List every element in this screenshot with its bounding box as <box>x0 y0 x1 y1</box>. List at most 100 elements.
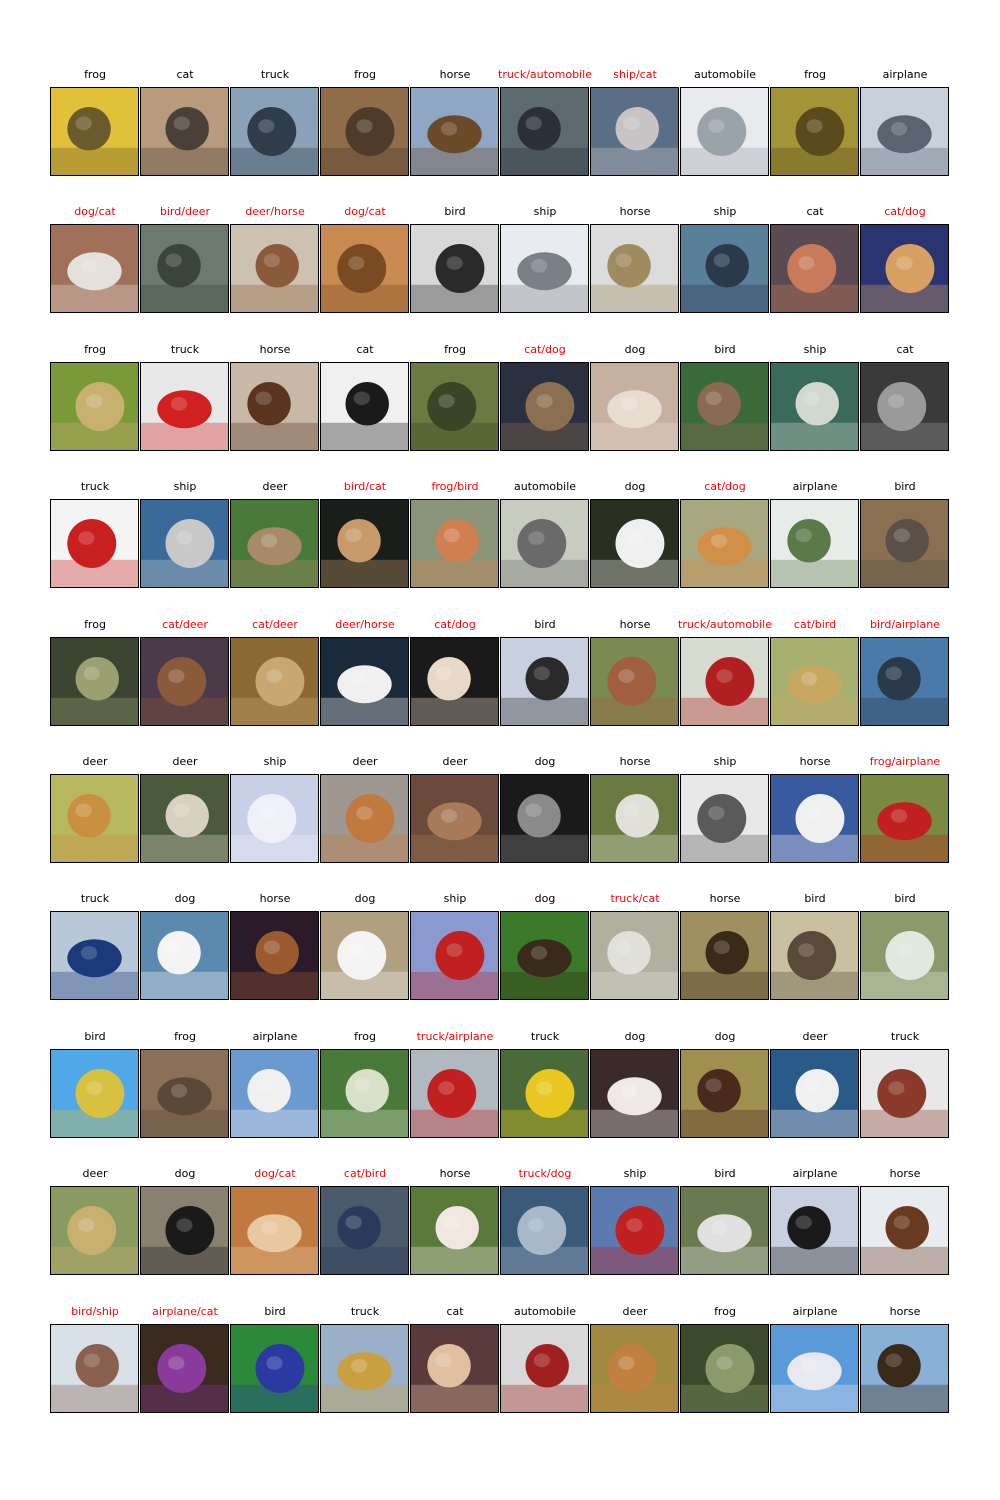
thumbnail-subject <box>795 794 845 843</box>
thumbnail-subject <box>525 657 569 701</box>
mismatch-label: bird/deer <box>159 205 211 218</box>
sample-image <box>770 774 859 863</box>
thumbnail-highlight <box>705 1078 722 1093</box>
sample-image <box>590 774 679 863</box>
sample-cell: deer <box>590 1305 680 1415</box>
thumbnail-ground <box>51 834 138 862</box>
sample-image <box>140 87 229 176</box>
thumbnail-highlight <box>528 1218 545 1232</box>
sample-image <box>140 224 229 313</box>
sample-cell: frog <box>770 68 860 178</box>
thumbnail-subject <box>337 931 387 980</box>
thumbnail-subject <box>877 1069 927 1118</box>
sample-image <box>50 499 139 588</box>
thumbnail-ground <box>861 1246 948 1274</box>
sample-cell: bird <box>50 1030 140 1140</box>
thumbnail-highlight <box>530 258 548 273</box>
thumbnail-graphic <box>141 1050 228 1137</box>
sample-image <box>320 637 409 726</box>
sample-image <box>410 1186 499 1275</box>
thumbnail-highlight <box>446 256 463 270</box>
thumbnail-highlight <box>806 119 823 133</box>
thumbnail-highlight <box>888 1081 905 1095</box>
thumbnail-graphic <box>591 638 678 725</box>
sample-image <box>410 362 499 451</box>
thumbnail-highlight <box>356 119 373 133</box>
sample-cell: truck <box>140 343 230 453</box>
thumbnail-ground <box>231 971 318 999</box>
thumbnail-subject <box>607 1077 662 1116</box>
thumbnail-subject <box>247 1069 291 1113</box>
sample-cell: truck <box>50 480 140 590</box>
class-label: dog <box>174 892 196 905</box>
thumbnail-subject <box>255 244 299 288</box>
sample-image <box>590 1186 679 1275</box>
thumbnail-graphic <box>771 500 858 587</box>
thumbnail-highlight <box>176 1218 193 1232</box>
sample-image <box>140 1186 229 1275</box>
sample-cell: frog <box>50 618 140 728</box>
class-label: truck <box>80 892 110 905</box>
mismatch-label: deer/horse <box>335 618 395 631</box>
class-label: frog <box>444 343 466 356</box>
sample-image <box>500 774 589 863</box>
class-label: truck <box>350 1305 380 1318</box>
thumbnail-ground <box>861 697 948 725</box>
sample-image <box>500 1324 589 1413</box>
sample-cell: cat/dog <box>680 480 770 590</box>
thumbnail-subject <box>615 519 665 568</box>
thumbnail-graphic <box>771 225 858 312</box>
thumbnail-graphic <box>321 1325 408 1412</box>
thumbnail-highlight <box>78 531 95 545</box>
class-label: bird <box>264 1305 286 1318</box>
thumbnail-graphic <box>591 363 678 450</box>
thumbnail-subject <box>877 382 927 431</box>
thumbnail-subject <box>345 794 395 843</box>
thumbnail-subject <box>165 1206 215 1255</box>
thumbnail-ground <box>51 147 138 175</box>
thumbnail-subject <box>607 931 651 975</box>
sample-cell: dog <box>590 343 680 453</box>
class-label: horse <box>709 892 741 905</box>
thumbnail-graphic <box>681 1325 768 1412</box>
thumbnail-highlight <box>618 669 635 683</box>
sample-image <box>410 1049 499 1138</box>
thumbnail-graphic <box>681 638 768 725</box>
sample-image <box>320 911 409 1000</box>
thumbnail-graphic <box>411 912 498 999</box>
sample-image <box>230 1186 319 1275</box>
mismatch-label: cat/bird <box>343 1167 387 1180</box>
thumbnail-subject <box>877 1344 921 1388</box>
class-label: airplane <box>792 1305 838 1318</box>
sample-image <box>500 224 589 313</box>
sample-cell: horse <box>410 1167 500 1277</box>
thumbnail-subject <box>427 382 477 431</box>
sample-image <box>770 224 859 313</box>
thumbnail-highlight <box>170 1083 188 1098</box>
thumbnail-subject <box>525 1344 569 1388</box>
thumbnail-highlight <box>258 806 275 820</box>
thumbnail-graphic <box>141 912 228 999</box>
sample-image <box>230 499 319 588</box>
sample-cell: truck <box>50 892 140 1002</box>
thumbnail-subject <box>247 107 297 156</box>
sample-cell: truck/automobile <box>678 618 772 728</box>
thumbnail-subject <box>517 939 572 978</box>
sample-cell: cat/bird <box>320 1167 410 1277</box>
class-label: ship <box>713 205 737 218</box>
thumbnail-ground <box>51 1384 138 1412</box>
thumbnail-subject <box>427 115 482 154</box>
thumbnail-highlight <box>885 666 902 681</box>
thumbnail-graphic <box>771 912 858 999</box>
mismatch-label: dog/cat <box>254 1167 296 1180</box>
sample-image <box>410 1324 499 1413</box>
thumbnail-highlight <box>623 803 640 818</box>
thumbnail-subject <box>435 1206 479 1250</box>
thumbnail-graphic <box>321 1187 408 1274</box>
sample-cell: truck <box>500 1030 590 1140</box>
sample-cell: automobile <box>500 480 590 590</box>
thumbnail-highlight <box>800 1358 818 1373</box>
thumbnail-highlight <box>353 391 370 406</box>
thumbnail-subject <box>615 794 659 838</box>
sample-cell: truck/airplane <box>410 1030 500 1140</box>
